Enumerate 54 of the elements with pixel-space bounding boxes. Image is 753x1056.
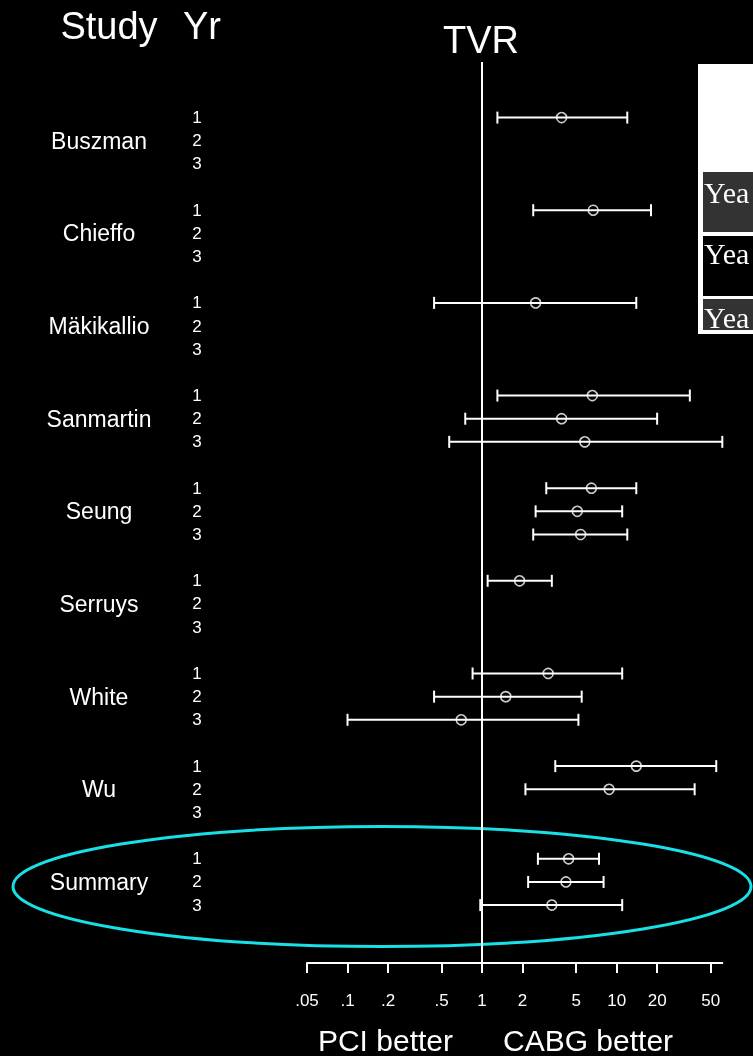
y-tick-label: 2	[192, 779, 202, 799]
text: CABG better	[503, 1023, 674, 1056]
y-tick-label: 1	[192, 849, 202, 869]
y-tick-label: 2	[192, 316, 202, 336]
y-tick-label: 3	[192, 339, 202, 359]
annotation: Yea	[704, 175, 750, 209]
y-tick-label: 1	[192, 478, 202, 498]
y-tick-label: 1	[192, 756, 202, 776]
x-tick-label: .1	[340, 991, 355, 1010]
x-tick-label: 20	[647, 991, 667, 1010]
y-tick-label: 2	[192, 223, 202, 243]
y-tick-label: 3	[192, 154, 202, 174]
y-tick-label: 2	[192, 872, 202, 892]
y-axis-title: Yr	[183, 5, 222, 47]
x-tick-label: 10	[607, 991, 627, 1010]
y2-tick-label: Serruys	[59, 590, 139, 617]
text: PCI better	[317, 1023, 454, 1056]
y-tick-label: 2	[192, 687, 202, 707]
y-tick-label: 3	[192, 710, 202, 730]
chart-title: TVR	[443, 19, 519, 61]
y2-tick-label: White	[69, 683, 129, 710]
y-tick-label: 2	[192, 594, 202, 614]
annotation: Yea	[704, 300, 750, 334]
y-tick-label: 3	[192, 247, 202, 267]
y-tick-label: 1	[192, 293, 202, 313]
y-tick-label: 3	[192, 895, 202, 915]
y-tick-label: 3	[192, 802, 202, 822]
x-tick-label: 2	[517, 991, 528, 1010]
y2-tick-label: Mäkikallio	[48, 313, 150, 340]
y2-tick-label: Chieffo	[62, 220, 136, 247]
y-tick-label: 2	[192, 501, 202, 521]
y-tick-label: 1	[192, 663, 202, 683]
x-tick-label: .5	[434, 991, 449, 1010]
y2-tick-label: Buszman	[51, 127, 147, 154]
y-tick-label: 3	[192, 617, 202, 637]
x-tick-label: .2	[380, 991, 396, 1010]
y-tick-label: 1	[192, 108, 202, 128]
y-tick-label: 3	[192, 432, 202, 452]
y-tick-label: 1	[192, 386, 202, 406]
y-tick-label: 2	[192, 409, 202, 429]
y2-tick-label: Summary	[49, 868, 149, 895]
x-tick-label: 1	[477, 991, 487, 1010]
x-tick-label: .05	[295, 991, 319, 1010]
y2-tick-label: Wu	[81, 776, 117, 803]
y-tick-label: 3	[192, 525, 202, 544]
y2-axis-title: Study	[60, 5, 158, 47]
y2-tick-label: Seung	[65, 498, 133, 525]
annotation: Yea	[704, 236, 750, 270]
y-tick-label: 2	[192, 131, 202, 151]
x-tick-label: 5	[571, 991, 581, 1010]
x-tick-label: 50	[701, 991, 721, 1010]
y-tick-label: 1	[192, 571, 202, 591]
y2-tick-label: Sanmartin	[46, 405, 152, 432]
y-tick-label: 1	[192, 200, 202, 220]
